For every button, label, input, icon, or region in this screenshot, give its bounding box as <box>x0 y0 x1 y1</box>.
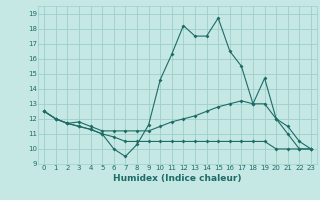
X-axis label: Humidex (Indice chaleur): Humidex (Indice chaleur) <box>113 174 242 183</box>
